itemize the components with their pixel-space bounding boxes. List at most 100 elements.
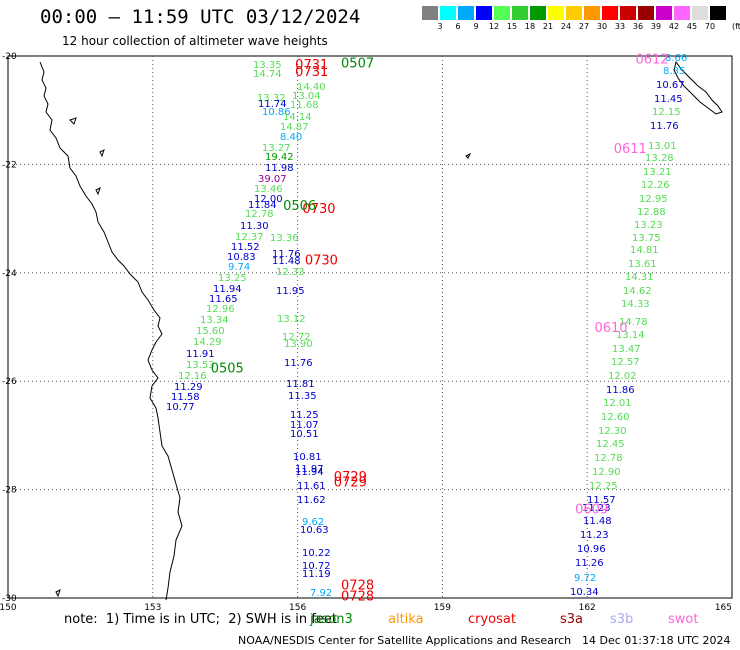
wave-height-value: 19.42 [265, 152, 294, 163]
wave-height-value: 13.35 [253, 60, 282, 71]
colorbar-label: 42 [668, 22, 680, 31]
legend-s3b: s3b [610, 612, 634, 627]
colorbar-label: 24 [560, 22, 572, 31]
wave-height-value: 11.91 [186, 349, 215, 360]
wave-height-value: 7.92 [310, 588, 332, 599]
wave-height-value: 14.29 [193, 337, 222, 348]
wave-height-value: 12.95 [639, 194, 668, 205]
wave-height-value: 12.45 [596, 439, 625, 450]
colorbar-swatch [548, 6, 564, 20]
wave-height-value: 39.07 [258, 174, 287, 185]
colorbar-swatch [620, 6, 636, 20]
wave-height-value: 8.66 [665, 53, 687, 64]
wave-height-value: 13.27 [262, 143, 291, 154]
generated-timestamp: 14 Dec 01:37:18 UTC 2024 [582, 634, 731, 647]
wave-height-value: 10.67 [656, 80, 685, 91]
colorbar-label: 45 [686, 22, 698, 31]
wave-height-value: 13.34 [200, 315, 229, 326]
longitude-label: 162 [579, 603, 596, 613]
wave-height-value: 11.58 [171, 392, 200, 403]
colorbar-label: 3 [437, 22, 443, 31]
island-mark-2 [69, 117, 77, 125]
wave-height-value: 11.29 [174, 382, 203, 393]
wave-height-value: 13.90 [284, 339, 313, 350]
wave-height-value: 13.53 [186, 360, 215, 371]
wave-height-value: 11.62 [297, 495, 326, 506]
wave-height-value: 12.33 [276, 267, 305, 278]
wave-height-value: 10.96 [577, 544, 606, 555]
wave-height-value: 10.77 [166, 402, 195, 413]
latitude-label: -30 [2, 594, 17, 604]
island-mark [465, 152, 472, 159]
colorbar-label: 21 [542, 22, 554, 31]
wave-height-value: 14.14 [283, 112, 312, 123]
colorbar-swatch [440, 6, 456, 20]
colorbar-swatch [584, 6, 600, 20]
wave-height-value: 14.62 [623, 286, 652, 297]
wave-height-value: 13.36 [270, 233, 299, 244]
colorbar-label: 27 [578, 22, 590, 31]
wave-height-value: 8.35 [663, 66, 685, 77]
wave-height-value: 11.65 [209, 294, 238, 305]
legend-altika: altika [388, 612, 424, 627]
wave-height-value: 12.26 [641, 180, 670, 191]
wave-height-value: 8.40 [280, 132, 302, 143]
wave-height-value: 14.74 [253, 69, 282, 80]
colorbar-label: 15 [506, 22, 518, 31]
footnote: note: 1) Time is in UTC; 2) SWH is in fe… [64, 612, 337, 627]
coastline [39, 60, 723, 601]
wave-height-value: 14.81 [630, 245, 659, 256]
wave-height-value: 11.30 [240, 221, 269, 232]
wave-height-value: 9.74 [228, 262, 250, 273]
wave-height-value: 12.60 [601, 412, 630, 423]
colorbar-swatch [692, 6, 708, 20]
plot-frame [7, 55, 733, 599]
colorbar-label: 33 [614, 22, 626, 31]
latitude-label: -22 [2, 160, 17, 170]
track-time-label: 0729 [334, 470, 367, 485]
wave-height-value: 11.61 [297, 481, 326, 492]
wave-height-value: 11.48 [272, 256, 301, 267]
wave-height-value: 11.98 [265, 163, 294, 174]
colorbar-label: 9 [473, 22, 479, 31]
wave-height-value: 12.78 [594, 453, 623, 464]
wave-height-value: 13.04 [292, 91, 321, 102]
wave-height-value: 12.72 [282, 332, 311, 343]
colorbar-swatch [422, 6, 438, 20]
colorbar-label: 18 [524, 22, 536, 31]
colorbar-label: 39 [650, 22, 662, 31]
map-title: 00:00 — 11:59 UTC 03/12/2024 [40, 6, 361, 28]
wave-height-value: 12.16 [178, 371, 207, 382]
wave-height-value: 15.60 [196, 326, 225, 337]
latitude-label: -20 [2, 52, 17, 62]
wave-height-value: 12.78 [245, 209, 274, 220]
wave-height-value: 11.45 [654, 94, 683, 105]
colorbar-label: 70 [704, 22, 716, 31]
wave-height-value: 13.75 [632, 233, 661, 244]
wave-height-value: 11.97 [295, 464, 324, 475]
colorbar-swatch [476, 6, 492, 20]
colorbar-swatch [566, 6, 582, 20]
wave-height-value: 10.83 [227, 252, 256, 263]
wave-height-value: 11.25 [290, 410, 319, 421]
colorbar-swatch [494, 6, 510, 20]
colorbar-unit: (ft) [732, 22, 740, 31]
new-caledonia-coastline [673, 60, 723, 115]
wave-height-value: 11.86 [606, 385, 635, 396]
wave-height-value: 11.94 [213, 284, 242, 295]
map-subtitle: 12 hour collection of altimeter wave hei… [62, 34, 328, 48]
latitude-label: -26 [2, 377, 17, 387]
wave-height-value: 13.14 [616, 330, 645, 341]
wave-height-value: 10.34 [570, 587, 599, 598]
colorbar-swatch [638, 6, 654, 20]
latitude-label: -24 [2, 269, 17, 279]
wave-height-value: 13.32 [257, 93, 286, 104]
colorbar-swatch [512, 6, 528, 20]
wave-height-value: 13.21 [643, 167, 672, 178]
wave-height-value: 13.01 [648, 141, 677, 152]
track-time-label: 0730 [302, 202, 335, 217]
wave-height-value: 11.57 [587, 495, 616, 506]
wave-height-value: 13.46 [254, 184, 283, 195]
wave-height-value: 11.48 [583, 516, 612, 527]
